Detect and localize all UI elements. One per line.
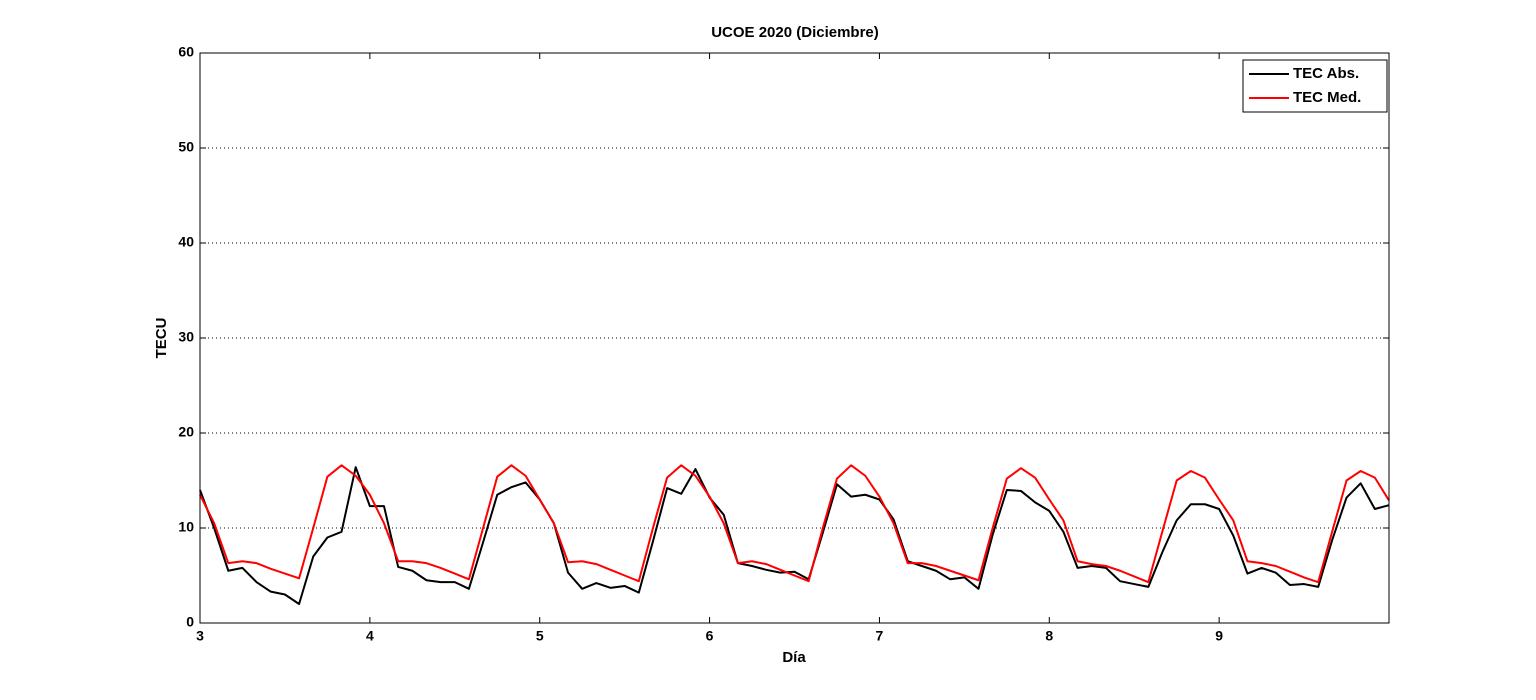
y-tick-label: 60 xyxy=(178,44,194,60)
x-tick-label: 7 xyxy=(876,628,884,644)
y-tick-label: 10 xyxy=(178,519,194,535)
y-tick-label: 30 xyxy=(178,329,194,345)
legend-label: TEC Abs. xyxy=(1293,65,1359,82)
y-tick-label: 20 xyxy=(178,424,194,440)
y-tick-label: 50 xyxy=(178,139,194,155)
y-axis-label: TECU xyxy=(153,318,170,359)
legend-label: TEC Med. xyxy=(1293,89,1361,106)
plot-area xyxy=(200,53,1389,623)
y-tick-label: 0 xyxy=(186,614,194,630)
x-axis-label: Día xyxy=(782,649,806,666)
x-tick-label: 6 xyxy=(706,628,714,644)
data-line xyxy=(199,466,1390,605)
x-tick-label: 4 xyxy=(366,628,374,644)
chart-title: UCOE 2020 (Diciembre) xyxy=(711,24,879,41)
x-tick-label: 8 xyxy=(1045,628,1053,644)
data-line xyxy=(199,464,1390,584)
y-tick-label: 40 xyxy=(178,234,194,250)
x-tick-label: 5 xyxy=(536,628,544,644)
plot-frame xyxy=(199,52,1390,624)
x-tick-label: 3 xyxy=(196,628,204,644)
x-tick-label: 9 xyxy=(1215,628,1223,644)
legend-box xyxy=(1242,59,1388,113)
